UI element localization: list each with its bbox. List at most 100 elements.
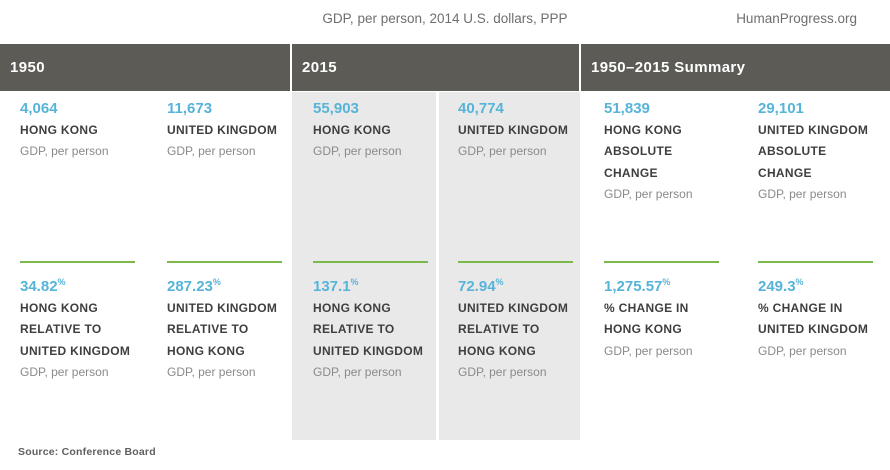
accent-rule: [758, 261, 873, 263]
brand-link[interactable]: HumanProgress.org: [736, 11, 857, 26]
stat-value: 287.23%: [167, 272, 309, 298]
period-header-1950: 1950: [0, 44, 290, 91]
stat-label-line: % CHANGE IN: [758, 300, 843, 315]
stat-value: 72.94%: [458, 272, 600, 298]
stat-column-2015-hong-kong: 55,903 HONG KONG GDP, per person 137.1% …: [313, 0, 455, 470]
stat-value-number: 1,275.57: [604, 278, 663, 295]
stat-label-line: CHANGE: [604, 165, 658, 180]
stat-block: 287.23% UNITED KINGDOM RELATIVE TO HONG …: [167, 272, 309, 384]
stat-label-line: UNITED KINGDOM: [313, 343, 424, 358]
stat-value: 51,839: [604, 94, 746, 120]
stat-value-number: 4,064: [20, 100, 58, 117]
accent-rule: [458, 261, 573, 263]
period-header-bar: 1950 2015 1950–2015 Summary: [0, 44, 890, 91]
percent-suffix: %: [795, 277, 804, 287]
stat-block: 137.1% HONG KONG RELATIVE TO UNITED KING…: [313, 272, 455, 384]
period-header-label: 1950: [10, 59, 45, 76]
stat-label-line: UNITED KINGDOM: [20, 343, 131, 358]
stat-value: 29,101: [758, 94, 890, 120]
accent-rule: [20, 261, 135, 263]
accent-rule: [604, 261, 719, 263]
stat-label-line: HONG KONG: [313, 300, 392, 315]
source-attribution: Source: Conference Board: [18, 446, 156, 458]
stat-value-number: 72.94: [458, 278, 496, 295]
stat-value-number: 137.1: [313, 278, 351, 295]
stat-value: 55,903: [313, 94, 455, 120]
stat-label-line: HONG KONG: [20, 122, 99, 137]
stat-label-line: HONG KONG: [604, 322, 683, 336]
period-header-2015: 2015: [292, 44, 579, 91]
percent-suffix: %: [662, 277, 671, 287]
stat-label-line: UNITED KINGDOM: [167, 300, 278, 315]
stat-metric: GDP, per person: [20, 365, 109, 379]
stat-label-line: HONG KONG: [20, 300, 99, 315]
stat-value-number: 55,903: [313, 100, 359, 117]
stat-value-number: 287.23: [167, 278, 213, 295]
stat-label-line: % CHANGE IN: [604, 300, 689, 315]
stat-block: 34.82% HONG KONG RELATIVE TO UNITED KING…: [20, 272, 162, 384]
stat-label-line: HONG KONG: [167, 343, 246, 358]
stat-column-2015-united-kingdom: 40,774 UNITED KINGDOM GDP, per person 72…: [458, 0, 600, 470]
stat-label-line: RELATIVE TO: [458, 322, 540, 336]
stat-value: 40,774: [458, 94, 600, 120]
stat-label-line: UNITED KINGDOM: [758, 122, 869, 137]
period-header-label: 2015: [302, 59, 337, 76]
stat-block: 40,774 UNITED KINGDOM GDP, per person: [458, 94, 600, 163]
stat-block: 4,064 HONG KONG GDP, per person: [20, 94, 162, 163]
stat-metric: GDP, per person: [604, 343, 693, 358]
stat-label-line: UNITED KINGDOM: [758, 322, 869, 336]
stat-value-number: 11,673: [167, 100, 213, 117]
stat-value-number: 249.3: [758, 278, 796, 295]
stat-block: 11,673 UNITED KINGDOM GDP, per person: [167, 94, 309, 163]
stat-metric: GDP, per person: [758, 343, 847, 358]
percent-suffix: %: [350, 277, 359, 287]
stat-label-line: UNITED KINGDOM: [458, 300, 569, 315]
stat-value-number: 51,839: [604, 100, 650, 117]
stat-column-1950-united-kingdom: 11,673 UNITED KINGDOM GDP, per person 28…: [167, 0, 309, 470]
accent-rule: [167, 261, 282, 263]
stat-metric: GDP, per person: [167, 365, 256, 379]
stat-metric: GDP, per person: [758, 187, 847, 201]
stat-block: 249.3% % CHANGE IN UNITED KINGDOM GDP, p…: [758, 272, 890, 362]
stat-value-number: 40,774: [458, 100, 504, 117]
period-header-label: 1950–2015 Summary: [591, 59, 746, 76]
stat-column-summary-united-kingdom: 29,101 UNITED KINGDOM ABSOLUTE CHANGE GD…: [758, 0, 890, 470]
stat-label-line: HONG KONG: [604, 122, 683, 137]
stat-label-line: CHANGE: [758, 165, 812, 180]
stat-metric: GDP, per person: [604, 187, 693, 201]
stat-label-line: RELATIVE TO: [313, 322, 395, 336]
stat-label-line: ABSOLUTE: [604, 144, 673, 158]
highlight-panel-2015-right: [439, 92, 580, 440]
stat-metric: GDP, per person: [20, 144, 109, 158]
stat-value: 34.82%: [20, 272, 162, 298]
stat-metric: GDP, per person: [313, 365, 402, 379]
stat-column-summary-hong-kong: 51,839 HONG KONG ABSOLUTE CHANGE GDP, pe…: [604, 0, 746, 470]
stat-value: 1,275.57%: [604, 272, 746, 298]
percent-suffix: %: [212, 277, 221, 287]
stat-value-number: 29,101: [758, 100, 804, 117]
stat-label-line: UNITED KINGDOM: [458, 122, 569, 137]
accent-rule: [313, 261, 428, 263]
highlight-panel-2015-left: [292, 92, 436, 440]
stat-label-line: ABSOLUTE: [758, 144, 827, 158]
stat-metric: GDP, per person: [458, 365, 547, 379]
stat-label-line: HONG KONG: [458, 343, 537, 358]
page-title: GDP, per person, 2014 U.S. dollars, PPP: [322, 11, 568, 26]
stat-block: 72.94% UNITED KINGDOM RELATIVE TO HONG K…: [458, 272, 600, 384]
stat-value: 4,064: [20, 94, 162, 120]
stat-metric: GDP, per person: [313, 144, 402, 158]
stat-label-line: HONG KONG: [313, 122, 392, 137]
stat-column-1950-hong-kong: 4,064 HONG KONG GDP, per person 34.82% H…: [20, 0, 162, 470]
stat-value-number: 34.82: [20, 278, 58, 295]
stat-label-line: RELATIVE TO: [20, 322, 102, 336]
percent-suffix: %: [495, 277, 504, 287]
percent-suffix: %: [57, 277, 66, 287]
stat-value: 249.3%: [758, 272, 890, 298]
stat-block: 51,839 HONG KONG ABSOLUTE CHANGE GDP, pe…: [604, 94, 746, 206]
stat-value: 137.1%: [313, 272, 455, 298]
stat-label-line: RELATIVE TO: [167, 322, 249, 336]
period-header-summary: 1950–2015 Summary: [581, 44, 890, 91]
stat-value: 11,673: [167, 94, 309, 120]
stat-block: 55,903 HONG KONG GDP, per person: [313, 94, 455, 163]
stat-block: 29,101 UNITED KINGDOM ABSOLUTE CHANGE GD…: [758, 94, 890, 206]
